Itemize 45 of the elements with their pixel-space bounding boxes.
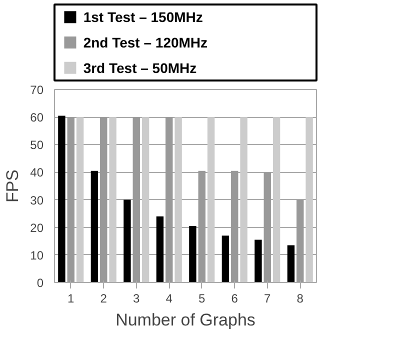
y-tick-label: 60 <box>30 110 44 125</box>
x-tick-label: 5 <box>198 292 206 306</box>
bar <box>272 117 280 282</box>
x-tick-label: 7 <box>264 292 272 306</box>
bar <box>174 117 182 282</box>
bar <box>207 117 215 282</box>
bar <box>231 170 238 282</box>
bar <box>189 226 196 282</box>
x-tick-label: 3 <box>133 292 140 306</box>
bar <box>254 240 262 282</box>
y-tick-label: 0 <box>36 276 44 290</box>
bar <box>222 236 230 282</box>
y-tick-label: 70 <box>30 83 44 97</box>
bar <box>90 170 98 282</box>
y-tick-label: 40 <box>30 166 44 180</box>
bar <box>109 117 116 282</box>
bar <box>166 117 173 282</box>
bar <box>264 172 271 282</box>
bar <box>306 117 313 282</box>
x-tick-label: 4 <box>166 292 173 306</box>
bar <box>76 117 84 282</box>
x-tick-label: 2 <box>100 292 108 306</box>
legend-label: 2nd Test – 120MHz <box>83 34 208 50</box>
bar <box>58 116 66 282</box>
x-tick-label: 1 <box>68 292 75 306</box>
y-tick-label: 50 <box>30 138 44 152</box>
bar <box>67 117 74 282</box>
x-tick-label: 6 <box>231 292 238 306</box>
bar <box>296 200 304 282</box>
legend-label: 3rd Test – 50MHz <box>83 60 197 76</box>
legend-label: 1st Test – 150MHz <box>83 9 203 26</box>
y-tick-label: 10 <box>30 248 44 262</box>
bar <box>100 117 108 282</box>
bar <box>124 200 131 282</box>
x-tick-label: 8 <box>296 292 304 306</box>
bar <box>240 117 248 282</box>
bar <box>198 170 206 282</box>
x-axis-title: Number of Graphs <box>116 310 256 330</box>
bar <box>132 117 140 282</box>
bar <box>142 117 150 282</box>
y-tick-label: 30 <box>30 193 44 208</box>
bar <box>287 245 295 282</box>
y-axis-title: FPS <box>3 169 22 203</box>
bar <box>156 216 164 282</box>
y-tick-label: 20 <box>30 220 44 235</box>
